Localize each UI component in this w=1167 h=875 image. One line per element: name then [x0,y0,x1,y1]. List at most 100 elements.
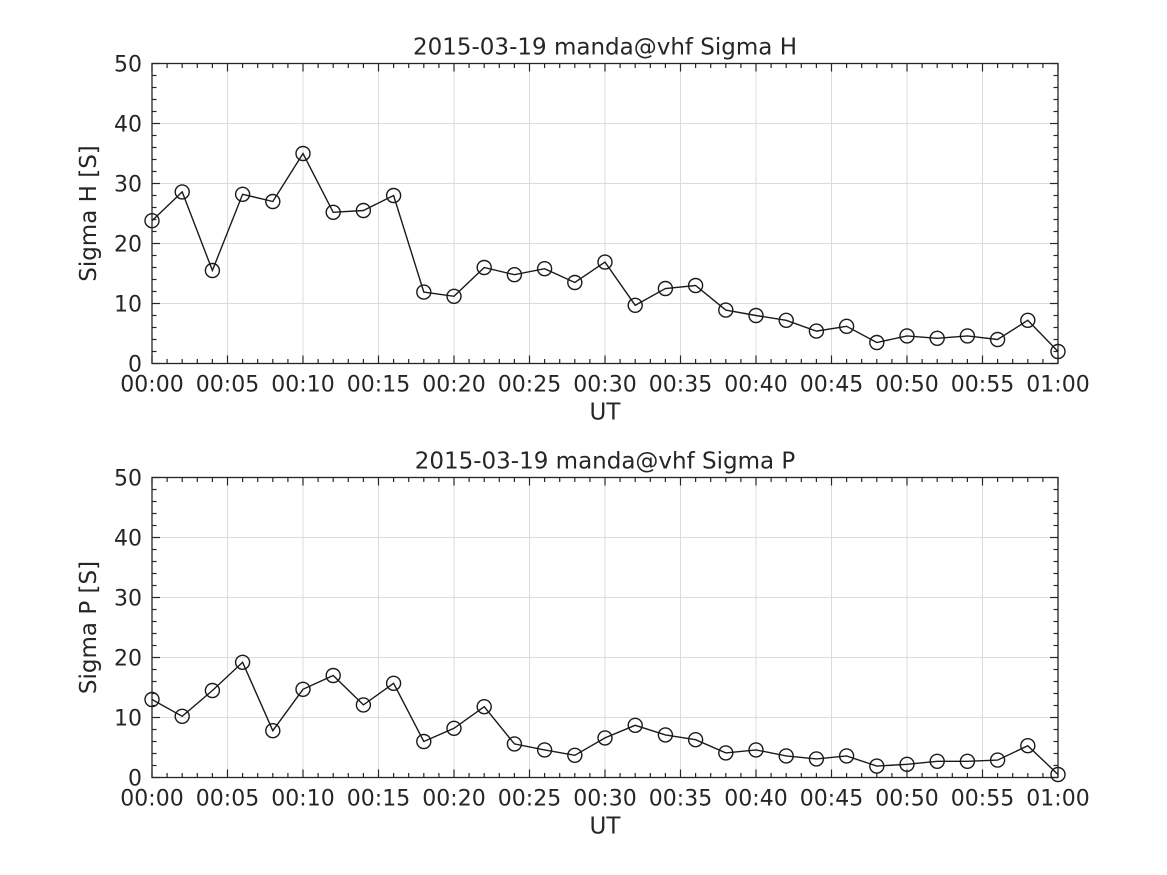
data-point-marker [718,302,734,318]
data-point-marker [416,733,432,750]
grid-lines [152,477,1058,778]
data-point-marker [536,742,553,758]
data-point-marker [265,723,281,739]
x-tick-label: 00:10 [271,373,334,398]
x-tick-label: 00:05 [196,787,259,812]
sigma-h-yaxis-label: Sigma H [S] [76,145,102,282]
x-tick-label: 00:00 [120,373,183,398]
data-point-marker [657,280,674,297]
data-point-marker [869,334,885,351]
data-line [151,661,1059,776]
data-point-marker [355,202,372,219]
data-point-marker [295,145,311,162]
data-point-marker [989,752,1006,768]
x-tick-label: 00:10 [271,787,334,812]
data-markers [144,654,1066,783]
data-point-marker [899,756,915,772]
data-point-marker [567,747,583,763]
x-tick-label: 00:30 [573,373,636,398]
x-tick-label: 00:35 [649,787,712,812]
data-point-marker [567,274,583,291]
data-point-marker [778,312,794,328]
data-point-marker [446,288,462,304]
data-point-marker [597,730,613,746]
data-point-marker [355,697,372,713]
data-markers [144,145,1066,360]
x-tick-label: 00:55 [951,373,1014,398]
data-point-marker [385,675,402,691]
data-point-marker [597,254,613,270]
x-tick-label: 00:40 [724,373,787,398]
data-point-marker [748,742,764,758]
tick-marks [151,62,1059,365]
data-point-marker [234,654,251,670]
x-tick-label: 00:50 [875,787,938,812]
y-tick-label: 40 [114,113,142,138]
x-tick-label: 00:05 [196,373,259,398]
data-point-marker [989,331,1006,348]
y-tick-label: 0 [128,767,142,792]
data-point-marker [959,753,976,769]
sigma-p-plot: 00:00 00:05 00:10 00:15 00:20 00:25 00:30 00:35… [114,467,1090,812]
data-point-marker [808,751,825,767]
data-point-marker [627,297,643,313]
data-point-marker [325,204,341,221]
x-tick-label: 00:25 [498,787,561,812]
tick-marks [151,476,1059,779]
data-point-marker [838,318,855,334]
y-tick-label: 30 [114,173,142,198]
x-tick-label: 00:50 [875,373,938,398]
x-tick-label: 00:45 [800,787,863,812]
y-tick-label: 10 [114,293,142,318]
y-tick-label: 20 [114,647,142,672]
data-point-marker [174,184,190,200]
data-point-marker [657,727,674,743]
data-point-marker [959,328,976,344]
data-point-marker [506,736,523,752]
data-point-marker [748,307,764,324]
data-point-marker [1020,738,1036,754]
sigma-p-title: 2015-03-19 manda@vhf Sigma P [415,449,796,475]
y-tick-label: 50 [114,467,142,492]
data-point-marker [687,732,704,748]
y-tick-label: 20 [114,233,142,258]
data-point-marker [627,717,643,733]
data-point-marker [144,691,160,708]
data-point-marker [899,328,915,344]
data-point-marker [325,667,341,684]
sigma-p-xaxis-label: UT [590,814,622,840]
data-point-marker [295,681,311,697]
y-tick-label: 10 [114,707,142,732]
y-tick-label: 40 [114,527,142,552]
data-point-marker [265,193,281,210]
x-tick-label: 00:35 [649,373,712,398]
data-point-marker [144,212,160,229]
sigma-h-xaxis-label: UT [590,400,622,426]
x-tick-label: 00:25 [498,373,561,398]
data-point-marker [929,330,945,346]
data-point-marker [869,758,885,774]
data-line [151,152,1059,352]
x-tick-label: 01:00 [1026,787,1089,812]
sigma-p-yaxis-label: Sigma P [S] [76,561,102,694]
x-tick-label: 00:20 [422,373,485,398]
x-tick-label: 00:55 [951,787,1014,812]
y-tick-label: 30 [114,587,142,612]
x-tick-label: 00:20 [422,787,485,812]
data-point-marker [204,262,221,279]
data-point-marker [808,323,825,339]
x-tick-label: 01:00 [1026,373,1089,398]
data-point-marker [476,259,492,276]
sigma-h-title: 2015-03-19 manda@vhf Sigma H [413,35,797,61]
data-point-marker [174,708,190,724]
data-point-marker [778,748,794,764]
data-point-marker [718,745,734,761]
x-tick-label: 00:15 [347,373,410,398]
data-point-marker [687,277,704,294]
data-point-marker [506,267,523,283]
x-tick-label: 00:45 [800,373,863,398]
data-point-marker [929,753,945,769]
data-point-marker [1050,766,1066,783]
